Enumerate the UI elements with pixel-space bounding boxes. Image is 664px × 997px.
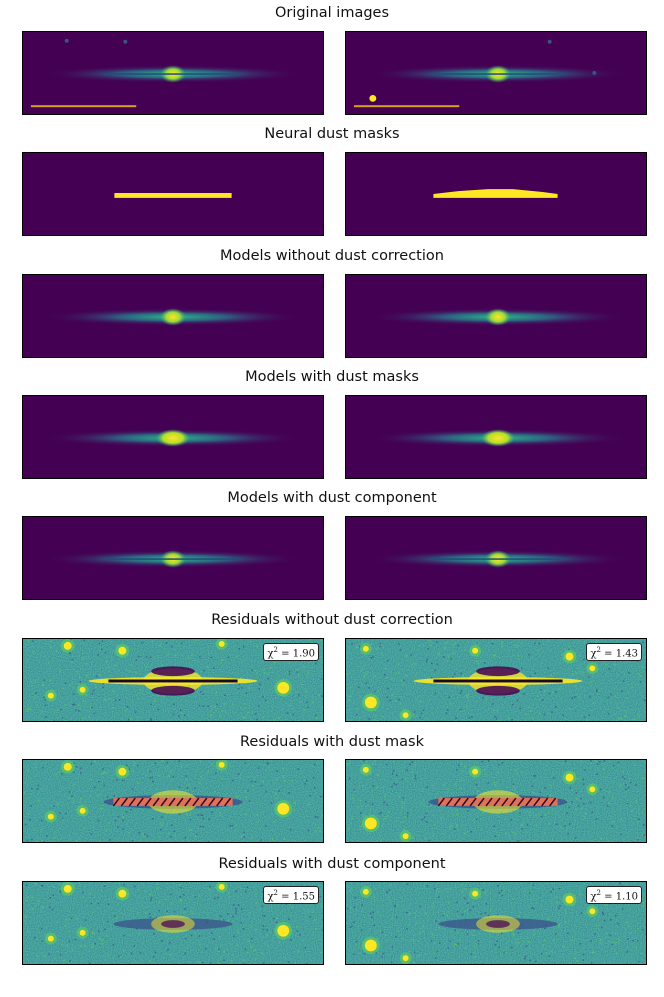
star [64,38,69,43]
star [472,768,479,775]
mask-hatch [438,798,558,806]
mask-hatch [113,798,233,806]
dust-mask [114,193,232,198]
image-panel [345,759,647,843]
scale-bar [353,105,460,108]
dust-lane [103,73,243,75]
chi2-value: 1.90 [292,648,315,660]
star [63,762,72,771]
image-panel [345,31,647,115]
star [218,883,225,890]
star [364,817,377,830]
chi2-label: χ2 = 1.90 [263,643,319,662]
star [472,890,479,897]
star [589,786,596,793]
dust-lane [428,558,568,560]
chi2-value: 1.55 [292,891,315,903]
image-panel: χ2 = 1.55 [22,881,324,965]
chi2-label: χ2 = 1.55 [263,886,319,905]
dust-lane-residual [433,679,563,683]
galaxy-bulge [160,308,186,326]
star [364,696,377,709]
row-title: Models with dust masks [245,369,419,385]
star [362,766,369,773]
star [547,39,552,44]
image-panel [22,274,324,358]
star [123,39,128,44]
row-title: Residuals with dust component [218,856,446,872]
chi2-label: χ2 = 1.10 [586,886,642,905]
star [118,889,127,898]
star [402,833,409,840]
star [589,665,596,672]
row-title: Models with dust component [227,490,437,506]
star [277,681,290,694]
star [402,955,409,962]
image-panel: χ2 = 1.90 [22,638,324,722]
image-panel: χ2 = 1.43 [345,638,647,722]
star [362,888,369,895]
image-panel [345,516,647,600]
galaxy-bulge [481,429,515,447]
galaxy-bulge [485,308,511,326]
image-panel [345,395,647,479]
star [472,647,479,654]
star [364,939,377,952]
star [63,641,72,650]
star [369,94,377,102]
row-title: Original images [274,5,390,21]
image-panel: χ2 = 1.10 [345,881,647,965]
star [47,935,54,942]
row-title: Models without dust correction [220,248,444,264]
chi2-value: 1.43 [615,648,638,660]
dust-lane-residual [108,679,238,683]
row-title: Residuals with dust mask [240,734,424,750]
star [47,813,54,820]
image-panel [22,395,324,479]
star [218,761,225,768]
image-panel [22,759,324,843]
row-title: Residuals without dust correction [211,612,453,628]
row-title: Neural dust masks [264,126,400,142]
image-panel [22,516,324,600]
dust-mask [433,189,558,198]
star [277,802,290,815]
image-panel [22,31,324,115]
chi2-value: 1.10 [615,891,638,903]
dust-lane [428,73,568,75]
star [118,767,127,776]
star [79,929,86,936]
star [47,692,54,699]
star [277,924,290,937]
star [402,712,409,719]
dust-lane [103,558,243,560]
star [565,773,574,782]
scale-bar [30,105,137,108]
star [79,807,86,814]
star [592,71,597,75]
image-panel [22,152,324,236]
star [565,652,574,661]
star [79,686,86,693]
star [589,908,596,915]
star [118,646,127,655]
chi2-label: χ2 = 1.43 [586,643,642,662]
star [362,645,369,652]
image-panel [345,152,647,236]
image-panel [345,274,647,358]
star [565,895,574,904]
star [218,640,225,647]
galaxy-bulge [156,429,190,447]
star [63,884,72,893]
